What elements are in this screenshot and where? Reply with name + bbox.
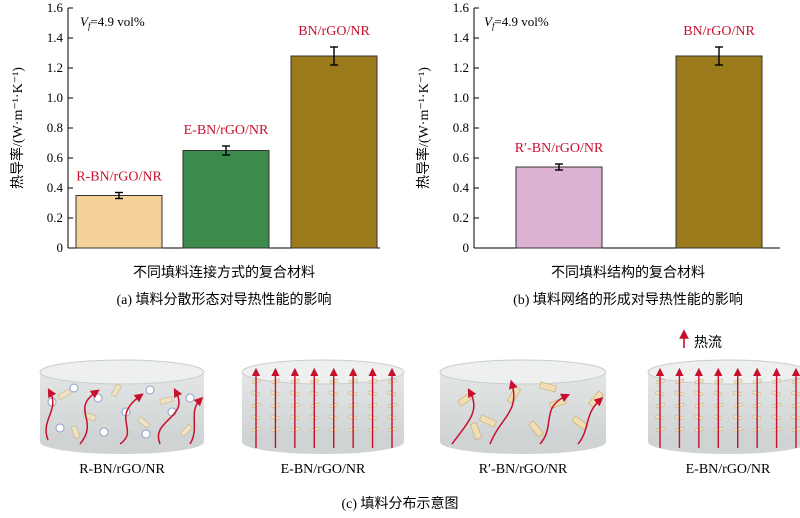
y-tick-label: 1.4 [453,30,470,45]
schematic-label: E-BN/rGO/NR [281,462,366,477]
bar-category-label: BN/rGO/NR [298,24,370,39]
y-tick-label: 1.6 [453,0,470,15]
y-tick-label: 0.8 [47,120,63,135]
panel-b-chart: 0 0.2 0.4 0.6 0.8 1.0 1.2 1.4 1.6 R′-BN/rGO/NR BN… [415,0,780,308]
bar [290,55,378,249]
panel-a-chart: 0 0.2 0.4 0.6 0.8 1.0 1.2 1.4 1.6 R-BN/rGO/NR E-B… [9,0,380,308]
bar [675,55,763,249]
y-tick-label: 0.4 [453,180,470,195]
panel-a-y-label: 热导率/(W·m⁻¹·K⁻¹) [9,67,26,189]
bar-category-label: R-BN/rGO/NR [76,170,162,185]
panel-a-annotation: Vf=4.9 vol% [80,14,145,31]
y-tick-label: 1.0 [453,90,469,105]
panel-b-y-label: 热导率/(W·m⁻¹·K⁻¹) [415,67,432,189]
y-tick-label: 0.6 [47,150,64,165]
panel-b-x-label: 不同填料结构的复合材料 [551,264,705,281]
y-tick-label: 1.2 [453,60,469,75]
y-tick-label: 1.0 [47,90,63,105]
panel-b-annotation: Vf=4.9 vol% [484,14,549,31]
bar-category-label: R′-BN/rGO/NR [515,141,604,156]
y-tick-label: 0 [463,240,470,255]
y-tick-label: 0.2 [453,210,469,225]
bar [182,150,270,249]
bar [75,195,163,249]
y-tick-label: 1.2 [47,60,63,75]
schematic-label: R′-BN/rGO/NR [479,462,568,477]
panel-c-schematic: 热流 [39,329,800,512]
heat-flow-label: 热流 [694,335,722,351]
y-tick-label: 0 [57,240,64,255]
y-tick-label: 0.4 [47,180,64,195]
y-tick-label: 0.6 [453,150,470,165]
cylinder-r-prime-bn [439,359,607,454]
y-tick-label: 1.4 [47,30,64,45]
cylinder-e-bn [241,359,405,454]
cylinder-e-bn-network [647,359,800,454]
panel-a-x-label: 不同填料连接方式的复合材料 [133,264,315,281]
schematic-label: E-BN/rGO/NR [686,462,771,477]
y-tick-label: 0.8 [453,120,469,135]
bar-category-label: E-BN/rGO/NR [184,123,269,138]
panel-c-caption: (c) 填料分布示意图 [341,495,458,512]
bar-category-label: BN/rGO/NR [683,24,755,39]
y-tick-label: 0.2 [47,210,63,225]
bar [515,166,603,249]
cylinder-r-bn [39,359,205,454]
panel-a-caption: (a) 填料分散形态对导热性能的影响 [116,292,331,308]
panel-b-caption: (b) 填料网络的形成对导热性能的影响 [513,292,743,308]
y-tick-label: 1.6 [47,0,64,15]
schematic-label: R-BN/rGO/NR [79,462,165,477]
